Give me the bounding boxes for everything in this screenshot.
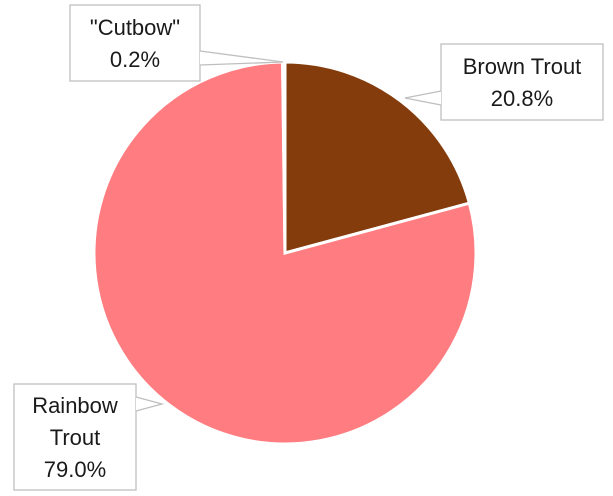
pie-slices [92,60,478,446]
data-label-cutbow: "Cutbow" 0.2% [69,4,284,82]
callout-leader [404,90,442,106]
callout-box [440,43,604,121]
data-label-text: Trout [50,425,101,450]
data-label-brown-trout: Brown Trout 20.8% [404,43,604,121]
callout-box [69,4,201,82]
data-label-text: 0.2% [110,47,160,72]
callout-box [13,383,137,491]
data-labels: Brown Trout 20.8% Rainbow Trout 79.0% "Cutbow… [13,4,604,491]
data-label-text: "Cutbow" [90,15,180,40]
data-label-text: Rainbow [32,393,118,418]
data-label-text: Brown Trout [463,54,582,79]
pie-slice-brown-trout [283,60,472,255]
callout-leader [199,50,284,66]
callout-leader [135,396,165,412]
data-label-rainbow-trout: Rainbow Trout 79.0% [13,383,165,491]
data-label-text: 79.0% [44,457,106,482]
data-label-text: 20.8% [491,86,553,111]
